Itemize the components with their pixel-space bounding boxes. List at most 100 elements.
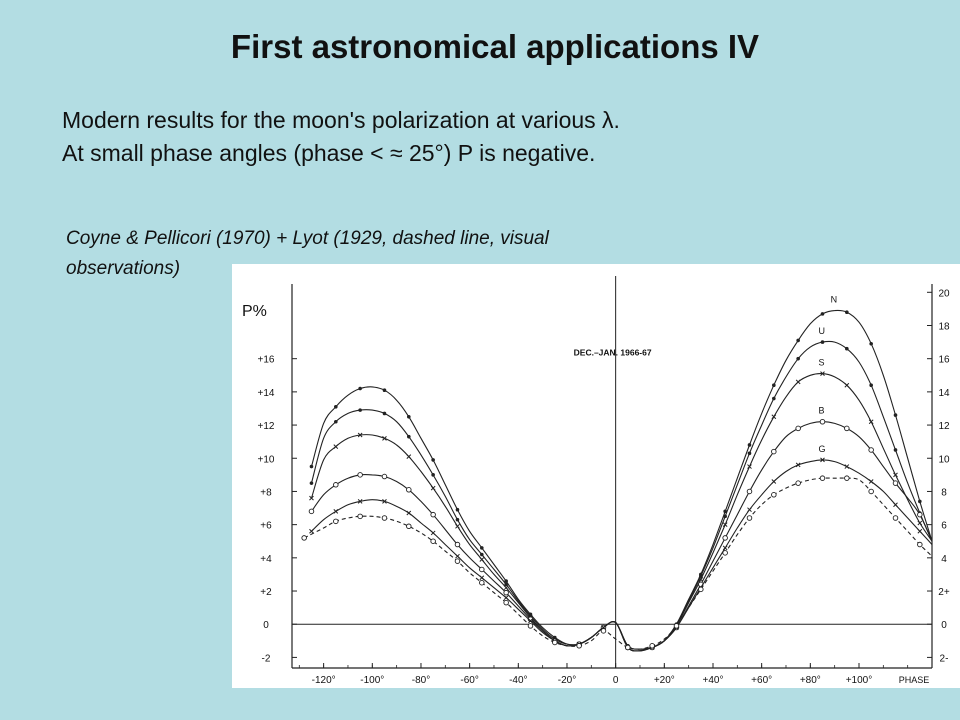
data-point [479,579,485,586]
data-point [357,499,363,504]
data-point [333,509,339,514]
y-left-tick-label: +14 [258,388,275,399]
data-point [382,411,387,416]
data-point [309,495,314,501]
data-point [795,462,801,468]
data-point [723,514,727,519]
data-point [868,447,874,453]
series-label-n: N [831,295,838,305]
data-point [723,509,727,514]
data-point [430,485,436,491]
y-left-tick-label: +4 [260,554,272,565]
data-point [819,418,826,425]
data-point [576,643,582,649]
caption-line-1: Coyne & Pellicori (1970) + Lyot (1929, d… [66,228,549,249]
figure-caption: Coyne & Pellicori (1970) + Lyot (1929, d… [66,224,549,284]
polarization-figure: -120° -100° -80° -60° -40° -20° 0 +20° +40° +60° +… [232,264,960,688]
data-point [552,639,558,646]
data-point [504,582,508,587]
data-point [503,595,509,601]
data-point [358,386,362,391]
y-axis-label: P% [242,303,267,320]
x-tick-label: 0 [613,675,619,686]
data-point [845,310,849,315]
data-point [381,515,388,521]
y-left-tick-label: +12 [258,421,275,432]
x-tick-label: +60° [751,675,772,686]
x-tick-label: -100° [360,675,384,686]
data-point [722,550,728,556]
data-point [454,541,461,548]
data-point [771,448,777,455]
data-point [504,579,508,583]
data-point [649,643,655,649]
y-left-tick-label: +16 [258,355,275,366]
data-point [430,530,436,536]
y-right-tick-label: 2- [940,653,949,664]
series-u [309,340,933,650]
data-point [917,528,923,534]
data-point [479,575,485,581]
x-tick-label: -40° [509,675,527,686]
data-point [820,371,825,376]
data-point [917,520,923,526]
x-tick-label: -60° [460,675,478,686]
y-left-tick-label: +2 [260,587,272,598]
y-right-tick-label: 10 [938,454,950,465]
x-tick-label: +100° [846,675,873,686]
y-left-tick-label: -2 [262,653,271,664]
data-point [747,507,752,513]
data-point [772,396,776,401]
data-point [722,522,728,527]
x-tick-label: -20° [558,675,576,686]
data-point [796,338,800,343]
data-point [527,623,534,629]
y-right-tick-label: 8 [941,487,947,498]
data-point [746,488,753,495]
data-point [819,475,826,481]
x-tick-label: +40° [703,675,724,686]
x-tick-label: -80° [412,675,430,686]
data-point [406,523,412,530]
data-point [406,510,412,516]
data-point [868,479,874,484]
data-point [334,419,338,424]
data-point [407,414,411,419]
data-point [358,408,362,412]
data-point [406,454,412,459]
data-point [455,507,460,512]
data-point [869,383,873,388]
data-point [528,618,533,624]
series-line-b [311,421,933,652]
y-right-tick-label: 12 [938,421,950,432]
data-point [820,312,825,316]
data-point [357,472,363,478]
data-point [747,451,752,456]
data-point [892,515,899,521]
data-point [722,535,728,541]
data-point [820,457,825,463]
data-point [600,628,607,634]
data-point [308,508,315,515]
y-right-tick-label: 6 [941,521,947,532]
data-point [771,479,777,484]
data-point [795,480,801,486]
data-point [795,425,801,432]
data-point [771,414,777,420]
y-right-tick-label: 14 [938,388,950,399]
data-point [820,340,825,344]
data-point [503,585,509,591]
data-point [844,475,850,481]
data-point [479,566,485,573]
data-point [918,499,922,504]
data-point [893,413,898,417]
y-left-tick-label: +8 [260,487,272,498]
data-point [868,488,874,495]
data-point [301,535,307,541]
y-right-tick-label: 0 [941,620,947,631]
data-point [334,405,338,409]
body-line-2: At small phase angles (phase < ≈ 25°) P … [62,140,596,166]
data-point [357,513,363,520]
data-point [795,379,801,385]
series-g [309,457,933,652]
